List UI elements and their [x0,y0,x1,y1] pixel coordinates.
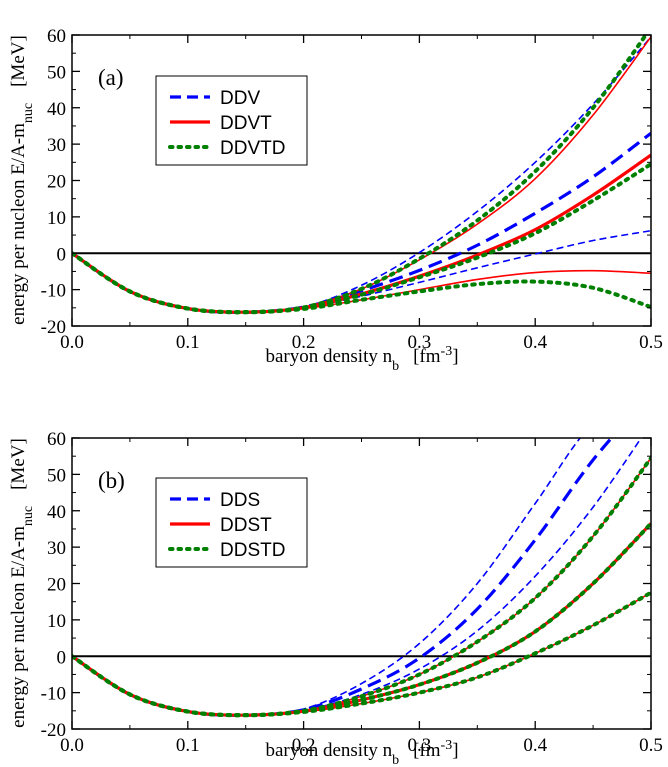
panel-b-series-line-9 [72,590,651,718]
panel-a-legend-label-ddv: DDV [220,88,260,109]
panel-b-xtick-label: 0.0 [60,735,84,756]
panel-b-ytick-label: 30 [47,538,66,559]
panel-b-ylabel-unit: [MeV] [8,438,29,490]
panel-b-ytick-label: 40 [47,502,66,523]
panel-a: 0.0 0.1 0.2 0.3 0.4 0.5 -20 -10 0 10 20 30 40 50 60 (a… [8,26,663,374]
panel-b-legend-label-dds: DDS [220,490,260,511]
panel-a-xtick-label: 0.3 [408,332,432,353]
panel-b-ylabel-sub: nuc [21,506,36,526]
panel-a-xlabel: baryon density nb [fm-3] [265,344,458,374]
panel-b-xlabel-unit-close: ] [452,740,458,761]
panel-a-ytick-label: 60 [47,26,66,47]
panel-a-series [72,35,651,315]
panel-a-xtick-label: 0.1 [176,332,200,353]
panel-a-legend-label-ddvt: DDVT [220,113,272,134]
panel-b-xlabel-unit: [fm [413,740,441,761]
panel-b-ytick-label: 60 [47,429,66,450]
panel-a-tag: (a) [98,65,124,90]
panel-b-ylabel-main: energy per nucleon E/A-m [8,526,29,728]
panel-a-ytick-label: 40 [47,99,66,120]
panel-a-ylabel-main: energy per nucleon E/A-m [8,123,29,325]
panel-b-xtick-label: 0.2 [292,735,316,756]
panel-b-ytick-label: -10 [41,684,66,705]
panel-b-xtick-label: 0.5 [639,735,663,756]
panel-a-legend: DDV DDVT DDVTD [168,88,285,159]
panel-a-xtick-label: 0.4 [523,332,547,353]
panel-b-ytick-label: 10 [47,611,66,632]
panel-a-ylabel: energy per nucleon E/A-mnuc [MeV] [8,35,36,325]
panel-a-xlabel-sub: b [392,359,399,374]
panel-a-ytick-label: 10 [47,208,66,229]
panel-a-ytick-label: 20 [47,172,66,193]
panel-b-legend-label-ddst: DDST [220,515,272,536]
panel-b-xlabel-main: baryon density n [265,740,392,761]
panel-a-xtick-label: 0.0 [60,332,84,353]
panel-a-xlabel-main: baryon density n [265,346,392,367]
panel-a-legend-label-ddvtd: DDVTD [220,138,285,159]
panel-a-xtick-label: 0.2 [292,332,316,353]
panel-b-xlabel: baryon density nb [fm-3] [265,738,458,767]
panel-a-ylabel-sub: nuc [21,103,36,123]
panel-b-tag: (b) [98,468,125,493]
panel-a-ytick-label: 50 [47,62,66,83]
panel-b-ticks: 0.0 0.1 0.2 0.3 0.4 0.5 -20 -10 0 10 20 30 40 50 60 [41,429,663,756]
panel-a-ytick-label: -10 [41,281,66,302]
panel-a-xlabel-unit-close: ] [452,346,458,367]
panel-a-series-line-3 [72,229,651,313]
panel-b-xlabel-unit-sup: -3 [441,738,453,753]
panel-a-ytick-label: -20 [41,317,66,338]
panel-b-ytick-label: 50 [47,465,66,486]
panel-b-xtick-label: 0.1 [176,735,200,756]
panel-b-xtick-label: 0.3 [408,735,432,756]
panel-a-ytick-label: 30 [47,135,66,156]
panel-b-ytick-label: -20 [41,720,66,741]
panel-a-xlabel-unit-sup: -3 [441,344,453,359]
panel-b-ytick-label: 20 [47,575,66,596]
panel-a-ticks: 0.0 0.1 0.2 0.3 0.4 0.5 -20 -10 0 10 20 30 40 50 60 [41,26,663,353]
panel-b-legend-label-ddstd: DDSTD [220,540,285,561]
panel-a-ylabel-unit: [MeV] [8,35,29,87]
panel-b-xlabel-sub: b [392,753,399,767]
panel-b-legend: DDS DDST DDSTD [168,490,285,561]
panel-a-series-line-9 [72,251,651,315]
panel-b-ylabel: energy per nucleon E/A-mnuc [MeV] [8,438,36,728]
panel-b-ytick-label: 0 [57,647,67,668]
panel-b-series [72,438,651,718]
panel-a-xtick-label: 0.5 [639,332,663,353]
panel-b-xtick-label: 0.4 [523,735,547,756]
panel-a-ytick-label: 0 [57,244,67,265]
panel-a-xlabel-unit: [fm [413,346,441,367]
panel-b: 0.0 0.1 0.2 0.3 0.4 0.5 -20 -10 0 10 20 30 40 50 60 (b… [8,429,663,767]
panel-a-series-line-7 [72,35,649,315]
